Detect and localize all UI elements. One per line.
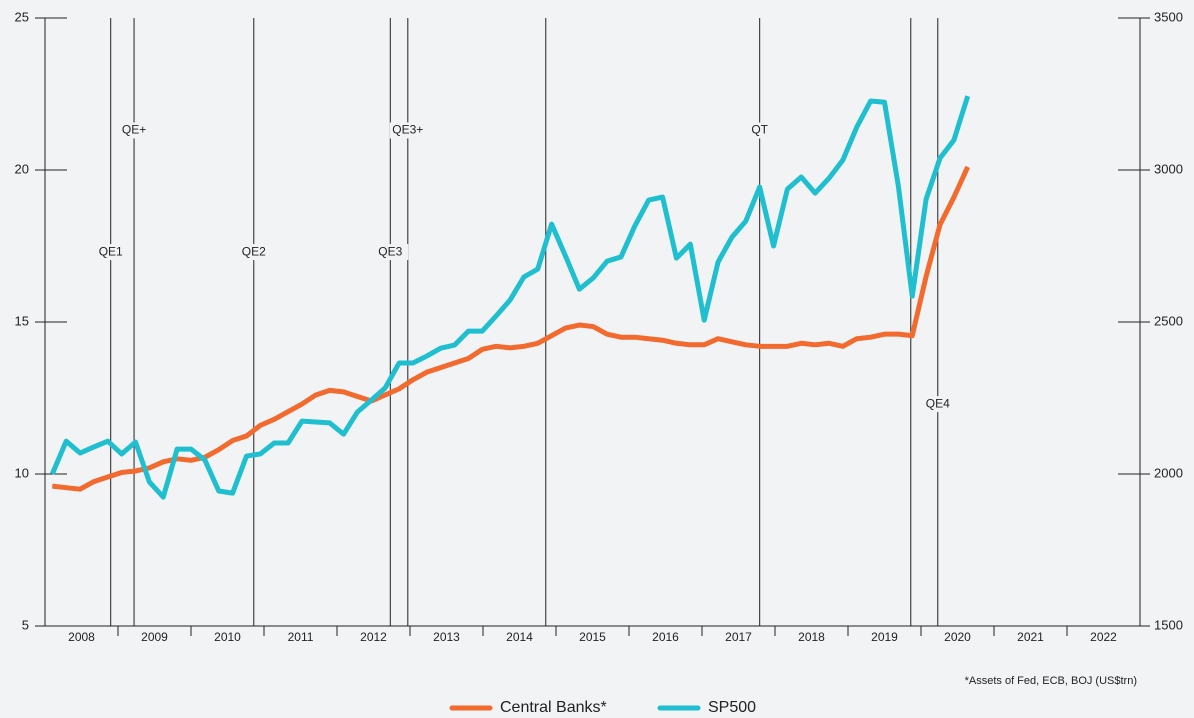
y-tick-label: 25 [15, 9, 29, 24]
legend-label: SP500 [708, 699, 756, 716]
annotation: QE3+ [392, 123, 423, 137]
x-tick-label: 2010 [214, 630, 241, 644]
annotation-bg [235, 244, 272, 261]
y2-tick-label: 2500 [1154, 313, 1183, 328]
x-tick-label: 2009 [141, 630, 168, 644]
annotation: QT [751, 123, 768, 137]
annotation-bg [372, 244, 409, 261]
y2-tick-label: 3500 [1154, 9, 1183, 24]
y2-tick-label: 3000 [1154, 161, 1183, 176]
y-tick-label: 15 [15, 313, 29, 328]
x-tick-label: 2017 [725, 630, 752, 644]
footnote: *Assets of Fed, ECB, BOJ (US$trn) [965, 675, 1137, 687]
x-tick-label: 2016 [652, 630, 679, 644]
x-tick-label: 2012 [360, 630, 387, 644]
legend-label: Central Banks* [500, 699, 607, 716]
annotation: QE1 [99, 244, 123, 258]
x-tick-label: 2022 [1090, 630, 1117, 644]
y-tick-label: 20 [15, 161, 29, 176]
y-tick-label: 10 [15, 465, 29, 480]
x-tick-label: 2019 [871, 630, 898, 644]
annotation: QE3 [378, 244, 402, 258]
annotation-bg [919, 396, 956, 413]
y2-tick-label: 2000 [1154, 465, 1183, 480]
series-line [49, 95, 971, 500]
annotation-bg [389, 122, 426, 139]
x-tick-label: 2020 [944, 630, 971, 644]
x-tick-label: 2011 [288, 630, 314, 644]
annotation-bg [92, 244, 129, 261]
x-tick-label: 2021 [1017, 630, 1044, 644]
x-tick-label: 2015 [579, 630, 606, 644]
y-tick-label: 5 [22, 617, 29, 632]
x-tick-label: 2018 [798, 630, 825, 644]
y2-tick-label: 1500 [1154, 617, 1183, 632]
x-tick-label: 2008 [68, 630, 95, 644]
x-tick-label: 2013 [433, 630, 460, 644]
annotation-bg [116, 122, 153, 139]
annotation: QE4 [926, 396, 950, 410]
annotation: QE2 [242, 244, 266, 258]
annotation-bg [741, 122, 778, 139]
annotation: QE+ [122, 123, 146, 137]
x-tick-label: 2014 [506, 630, 533, 644]
